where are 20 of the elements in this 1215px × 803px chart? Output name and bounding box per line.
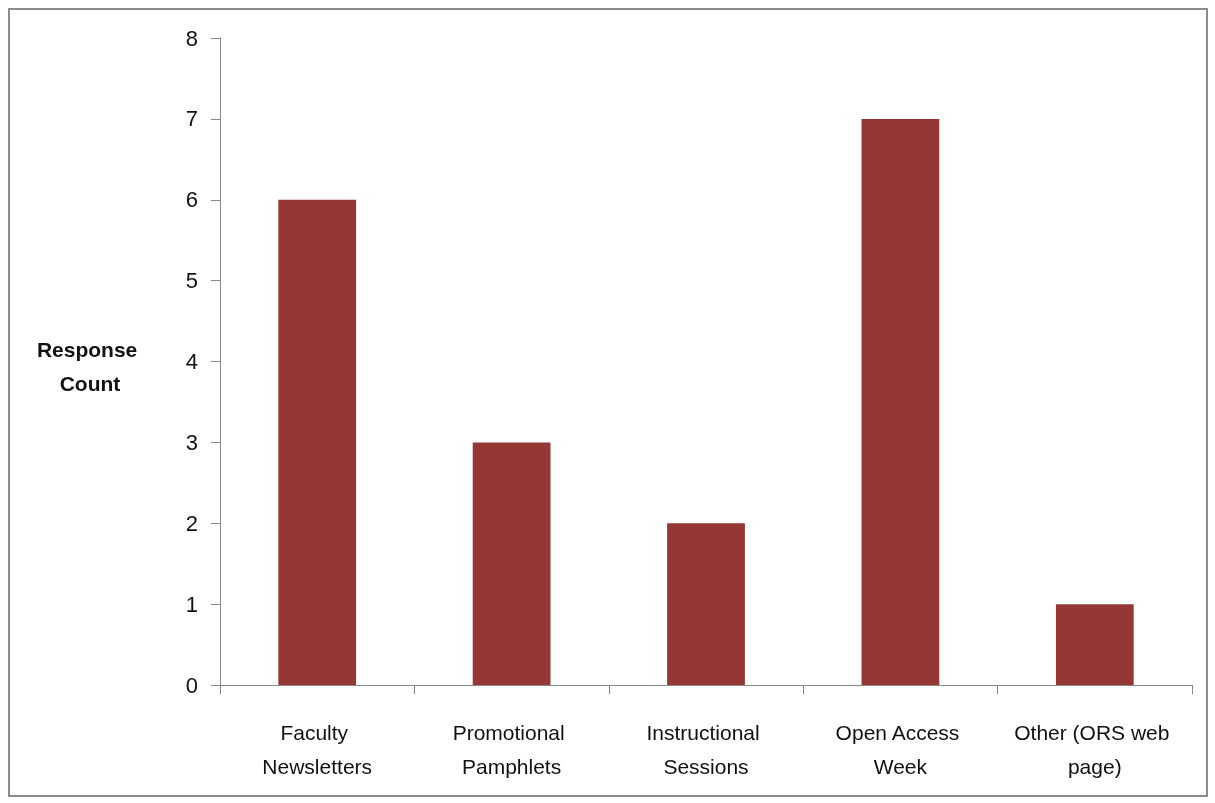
bar: [861, 118, 940, 685]
bar: [472, 442, 551, 685]
x-tick-label: Open Access Week: [835, 720, 966, 778]
y-tick-label: 4: [185, 349, 198, 374]
x-tick-label: Other (ORS web page): [1014, 720, 1176, 778]
y-tick-label: 7: [185, 106, 198, 132]
y-tick-label: 2: [185, 510, 198, 536]
bar: [667, 523, 745, 685]
y-tick-label: 6: [185, 187, 198, 213]
y-tick-label: 5: [185, 268, 198, 294]
y-axis-title: Response Count: [36, 337, 144, 395]
x-tick-label: Faculty Newsletters: [262, 720, 373, 778]
bar: [1055, 604, 1134, 685]
x-tick-label: Instructional Sessions: [646, 720, 766, 778]
y-tick-label: 8: [185, 25, 198, 51]
x-tick-label: Promotional Pamphlets: [452, 720, 571, 778]
y-tick-label: 0: [185, 672, 198, 698]
y-tick-label: 1: [185, 591, 198, 617]
y-tick-label: 3: [185, 429, 198, 455]
bar: [278, 199, 357, 685]
